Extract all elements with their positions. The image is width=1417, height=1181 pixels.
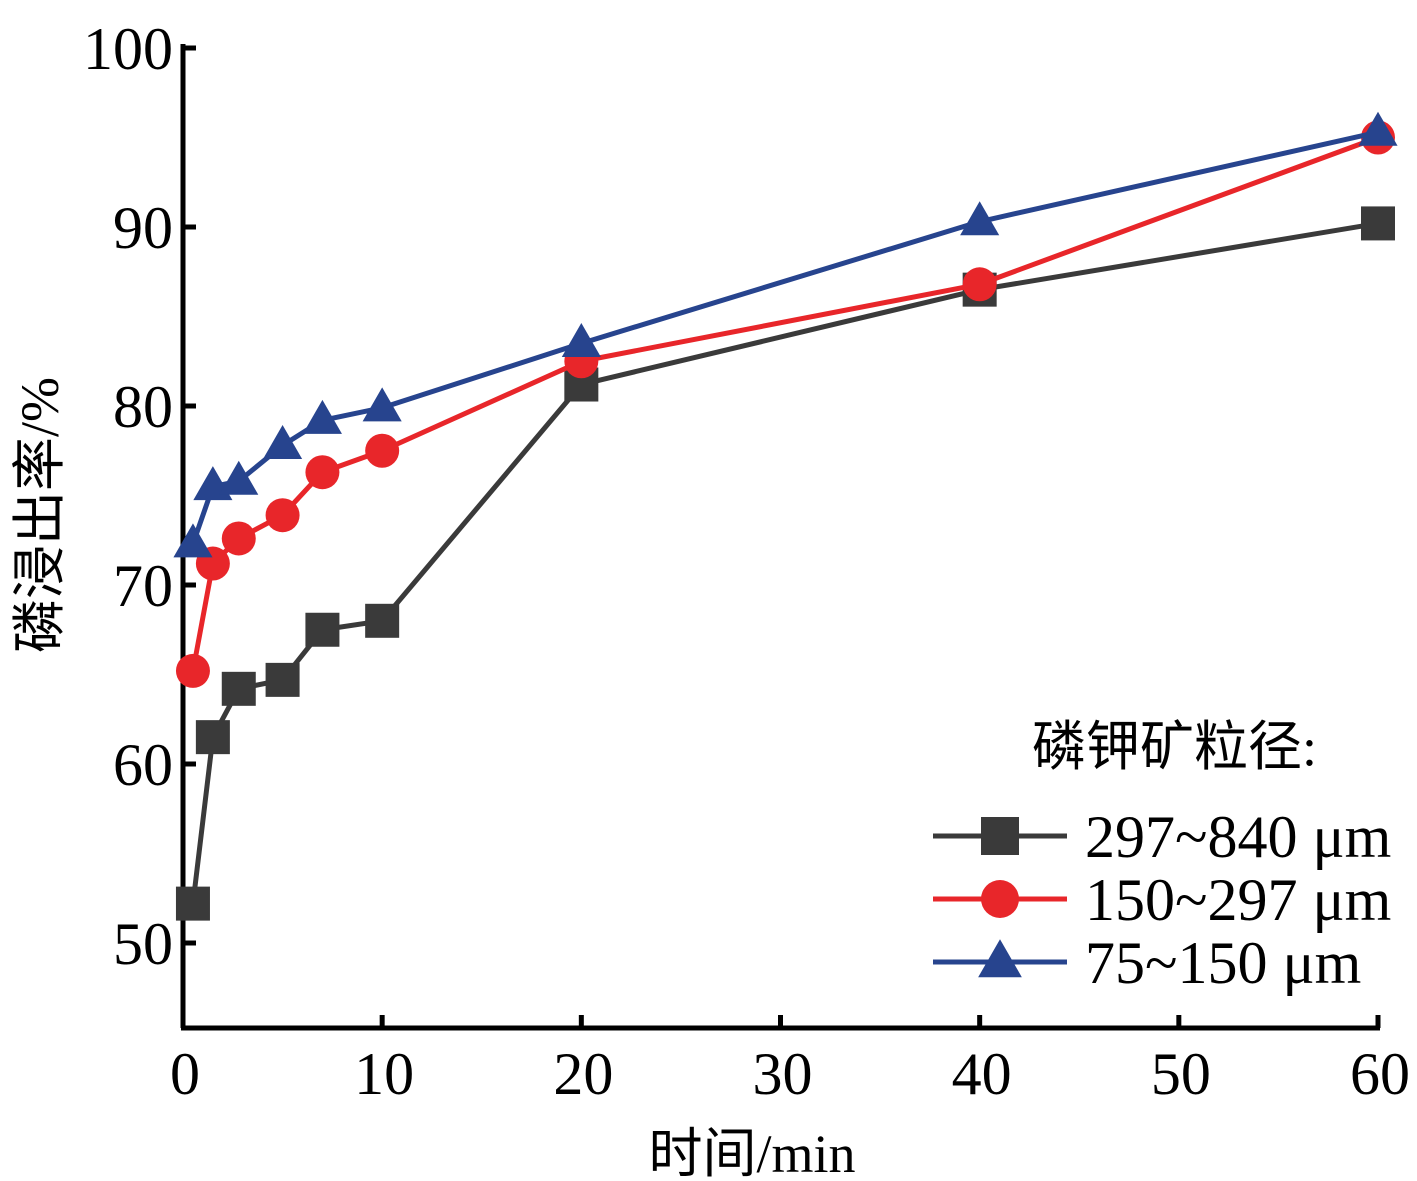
data-point: [365, 603, 400, 638]
data-point: [221, 521, 256, 556]
legend-entry: 75~150 μm: [933, 930, 1361, 996]
legend-title: 磷钾矿粒径:: [1032, 717, 1317, 777]
data-point: [365, 433, 400, 468]
y-tick-label: 90: [113, 195, 173, 261]
legend-label: 75~150 μm: [1085, 930, 1361, 996]
data-point: [173, 523, 213, 558]
data-point: [960, 201, 1000, 236]
legend-label: 297~840 μm: [1085, 804, 1391, 870]
legend-entry: 150~297 μm: [933, 867, 1391, 933]
data-point: [175, 653, 210, 688]
data-point: [305, 455, 340, 490]
data-point: [195, 720, 230, 755]
ticks: 50 60 70 80 90 100 0 10 20 30 40 50 60: [83, 16, 1410, 1107]
series-line: [190, 135, 1379, 672]
legend-label: 150~297 μm: [1085, 867, 1391, 933]
data-point: [305, 612, 340, 647]
data-point: [265, 498, 300, 533]
data-point: [221, 671, 256, 706]
data-point: [981, 817, 1019, 855]
data-point: [1361, 206, 1395, 241]
data-point: [561, 322, 601, 357]
data-point: [175, 886, 210, 921]
y-axis-title: 磷浸出率/%: [10, 377, 70, 653]
x-tick-label: 60: [1350, 1041, 1410, 1107]
data-point: [219, 460, 259, 495]
series-2: [175, 120, 1395, 688]
series-layer: [173, 111, 1398, 921]
data-point: [263, 424, 303, 459]
y-tick-label: 70: [113, 553, 173, 619]
data-point: [302, 399, 342, 434]
x-tick-label: 0: [170, 1041, 200, 1107]
x-tick-label: 50: [1151, 1041, 1211, 1107]
x-tick-label: 30: [753, 1041, 813, 1107]
series-1: [175, 206, 1395, 921]
y-tick-label: 100: [83, 16, 173, 82]
y-tick-label: 80: [113, 374, 173, 440]
data-point: [978, 939, 1022, 978]
x-axis-title: 时间/min: [648, 1124, 855, 1181]
x-tick-label: 10: [354, 1041, 414, 1107]
data-point: [1358, 111, 1398, 146]
data-point: [265, 662, 300, 697]
series-3: [173, 111, 1398, 558]
y-tick-label: 50: [113, 911, 173, 977]
series-line: [190, 220, 1379, 904]
data-point: [962, 267, 997, 302]
data-point: [362, 387, 402, 422]
x-tick-label: 20: [553, 1041, 613, 1107]
y-tick-label: 60: [113, 732, 173, 798]
x-tick-label: 40: [952, 1041, 1012, 1107]
legend-entry: 297~840 μm: [933, 804, 1391, 870]
data-point: [981, 880, 1019, 918]
